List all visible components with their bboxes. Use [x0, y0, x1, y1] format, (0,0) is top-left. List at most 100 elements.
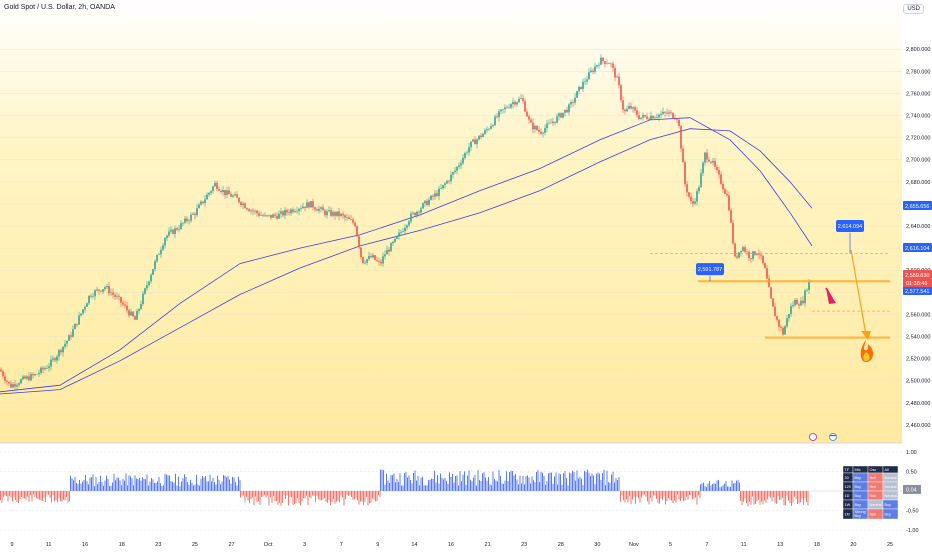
oscillator-bar [504, 480, 506, 491]
candle-body [8, 381, 10, 384]
oscillator-bar [301, 491, 303, 501]
oscillator-bar [783, 491, 785, 506]
signal-table-cell [882, 508, 899, 520]
candle-body [598, 64, 600, 66]
oscillator-bar [337, 491, 339, 501]
oscillator-bar [203, 477, 205, 491]
candle-body [534, 126, 536, 130]
oscillator-bar [489, 484, 491, 491]
oscillator-bar [176, 485, 178, 491]
candle-body [218, 189, 220, 191]
candle-body [512, 101, 514, 105]
price-axis[interactable]: 2,800.000 2,780.000 2,760.000 2,740.000 2,72… [903, 47, 932, 429]
oscillator-bar [683, 491, 684, 502]
oscillator-bar [61, 491, 63, 502]
candle-body [280, 211, 282, 214]
oscillator-bar [758, 491, 759, 500]
candle-body [314, 207, 316, 210]
oscillator-bar [64, 491, 66, 501]
oscillator-bar [360, 491, 361, 502]
oscillator-bar [217, 475, 218, 491]
time-tick-label: 23 [521, 542, 527, 548]
candle-body [408, 221, 410, 226]
candle-body [672, 112, 674, 119]
oscillator-bar [95, 477, 97, 491]
oscillator-bar [236, 485, 238, 491]
candle-body [530, 119, 532, 123]
candle-body [248, 209, 250, 212]
candle-body [390, 243, 392, 252]
oscillator-bar [641, 491, 642, 498]
candle-body [330, 210, 332, 216]
candle-body [444, 183, 446, 185]
oscillator-bar [36, 491, 37, 499]
oscillator-bar [127, 485, 128, 491]
oscillator-bar [170, 481, 172, 491]
candle-body [346, 217, 348, 219]
candle-body [632, 107, 634, 109]
signal-table-text: Neutral [885, 476, 897, 480]
oscillator-bar [552, 483, 554, 491]
oscillator-bar [46, 491, 48, 495]
candle-body [406, 225, 408, 228]
oscillator-bar [318, 491, 319, 499]
oscillator-bar [453, 482, 455, 491]
oscillator-bar [273, 491, 274, 497]
candle-body [586, 79, 588, 82]
oscillator-bar [166, 474, 167, 491]
candle-body [464, 152, 466, 158]
currency-button[interactable]: USD [903, 4, 924, 14]
candle-body [718, 170, 720, 175]
oscillator-bar [160, 483, 161, 491]
candle-body [806, 290, 808, 291]
candle-body [186, 218, 188, 221]
time-tick-label: 11 [46, 542, 52, 548]
oscillator-bar [782, 491, 783, 498]
candle-body [720, 174, 722, 184]
candle-body [172, 229, 174, 234]
oscillator-bar [762, 491, 764, 505]
oscillator-bar [396, 478, 398, 491]
oscillator-bar [674, 491, 675, 501]
oscillator-bar [303, 491, 304, 498]
oscillator-bar [704, 486, 706, 491]
candle-body [58, 350, 60, 357]
candle-body [664, 111, 666, 113]
oscillator-bar [370, 491, 372, 503]
signal-table-text: 1D [845, 494, 850, 498]
time-axis[interactable]: 9 11 16 18 23 25 27 Oct 3 7 9 14 16 21 23 28 30 Nov 5 7 11 13… [10, 542, 893, 548]
oscillator-bar [16, 491, 18, 503]
oscillator-bar [151, 478, 152, 491]
oscillator-bar [712, 484, 713, 491]
event-marker-icon [809, 433, 817, 441]
oscillator-bar [477, 470, 479, 491]
oscillator-bar [152, 479, 154, 491]
oscillator-bar [211, 481, 212, 491]
oscillator-bar [110, 485, 112, 491]
oscillator-bar [330, 491, 331, 506]
oscillator-bar [340, 491, 342, 496]
oscillator-bar [134, 475, 136, 491]
oscillator-bar [107, 478, 109, 491]
oscillator-bar [425, 485, 426, 491]
oscillator-bar [322, 491, 324, 500]
oscillator-bar [710, 485, 712, 491]
oscillator-bar [63, 491, 64, 500]
candle-body [194, 213, 196, 216]
oscillator-bar [608, 482, 609, 491]
candle-body [630, 105, 632, 109]
candle-body [514, 101, 516, 105]
oscillator-bar [286, 491, 288, 496]
candle-body [174, 228, 176, 234]
time-tick-label: Nov [629, 542, 639, 548]
candle-body [536, 126, 538, 131]
oscillator-bar [422, 476, 423, 491]
candle-body [344, 215, 346, 218]
oscillator-bar [411, 483, 413, 491]
candle-body [670, 112, 672, 113]
flag-marker-stripe [830, 435, 836, 437]
oscillator-bar [414, 470, 416, 491]
price-level-label: 2,616.104 [905, 246, 929, 252]
